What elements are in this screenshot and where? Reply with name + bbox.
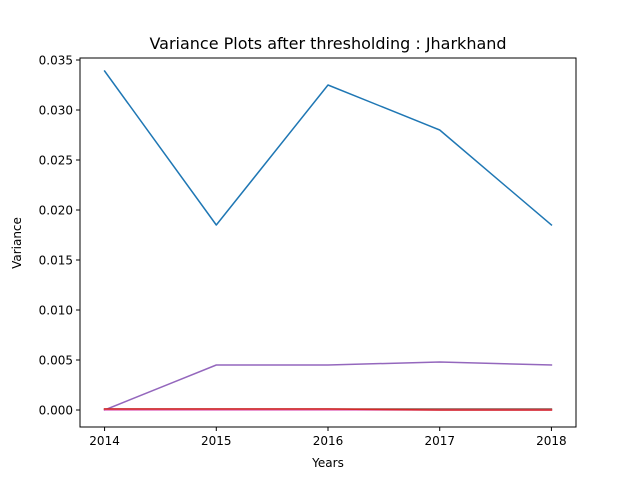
y-tick-label: 0.035 bbox=[39, 54, 73, 68]
y-tick-label: 0.010 bbox=[39, 304, 73, 318]
series-layer bbox=[103, 69, 553, 411]
series-line-1 bbox=[103, 69, 553, 227]
y-tick-label: 0.005 bbox=[39, 354, 73, 368]
x-tick-label: 2016 bbox=[313, 434, 344, 448]
series-line-5 bbox=[103, 408, 553, 411]
y-axis-label: Variance bbox=[10, 217, 24, 269]
y-tick-label: 0.020 bbox=[39, 204, 73, 218]
x-tick-label: 2017 bbox=[424, 434, 455, 448]
y-axis: 0.000 0.005 0.010 0.015 0.020 0.025 0.030 0.035 bbox=[39, 54, 80, 418]
x-axis: 2014 2015 2016 2017 2018 bbox=[89, 427, 567, 448]
y-tick-label: 0.030 bbox=[39, 104, 73, 118]
x-tick-label: 2014 bbox=[89, 434, 120, 448]
series-line-2 bbox=[103, 361, 553, 411]
x-tick-label: 2015 bbox=[201, 434, 232, 448]
y-tick-label: 0.025 bbox=[39, 154, 73, 168]
y-tick-label: 0.015 bbox=[39, 254, 73, 268]
chart-title: Variance Plots after thresholding : Jhar… bbox=[149, 34, 506, 53]
x-tick-label: 2018 bbox=[536, 434, 567, 448]
y-tick-label: 0.000 bbox=[39, 404, 73, 418]
x-axis-label: Years bbox=[311, 456, 344, 470]
